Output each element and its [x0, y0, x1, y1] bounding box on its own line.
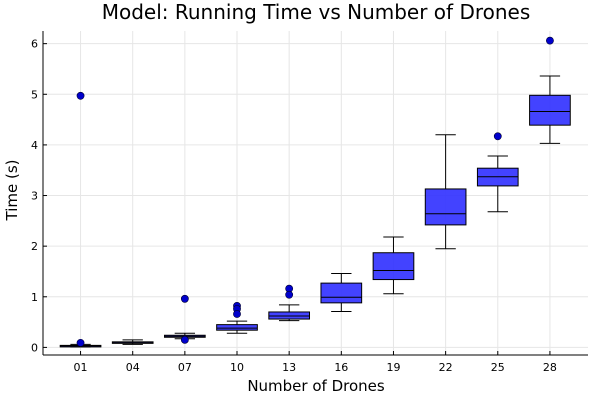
- outlier-point: [493, 132, 502, 141]
- chart-title: Model: Running Time vs Number of Drones: [102, 0, 531, 24]
- outlier-point: [180, 294, 189, 303]
- box-10: [216, 301, 258, 334]
- x-tick-label: 13: [282, 361, 296, 374]
- box-19: [372, 236, 415, 295]
- box-28: [529, 36, 571, 144]
- y-tick-label: 4: [31, 139, 38, 152]
- outlier-point: [76, 338, 85, 347]
- x-tick-label: 07: [178, 361, 192, 374]
- outlier-point: [76, 91, 85, 100]
- box-16: [320, 272, 363, 312]
- x-tick-label: 04: [126, 361, 140, 374]
- box-22: [424, 134, 467, 250]
- axes: [42, 31, 588, 356]
- box-body: [216, 324, 258, 331]
- x-axis-label: Number of Drones: [247, 377, 385, 395]
- box-body: [268, 311, 311, 320]
- outlier-point: [546, 36, 554, 45]
- y-tick-label: 6: [31, 38, 38, 51]
- y-tick-label: 5: [31, 88, 38, 101]
- x-tick-label: 28: [543, 361, 557, 374]
- y-axis-label: Time (s): [3, 160, 21, 222]
- box-13: [268, 284, 311, 322]
- box-04: [111, 339, 154, 345]
- y-tick-label: 2: [31, 240, 38, 253]
- x-tick-label: 01: [74, 361, 88, 374]
- x-tick-label: 10: [230, 361, 244, 374]
- outlier-point: [285, 290, 294, 299]
- box-01: [59, 91, 102, 348]
- y-tick-label: 1: [31, 291, 38, 304]
- grid: [43, 31, 588, 355]
- outlier-point: [233, 310, 241, 318]
- box-25: [476, 132, 519, 213]
- box-body: [529, 94, 571, 126]
- x-tick-label: 19: [386, 361, 400, 374]
- x-tick-label: 16: [334, 361, 348, 374]
- box-body: [372, 252, 415, 281]
- box-series: [59, 36, 571, 348]
- box-body: [424, 188, 467, 226]
- x-tick-label: 25: [491, 361, 505, 374]
- y-tick-label: 0: [31, 341, 38, 354]
- outlier-point: [180, 335, 189, 344]
- box-07: [164, 294, 206, 344]
- x-tick-label: 22: [439, 361, 453, 374]
- box-body: [320, 282, 363, 304]
- y-tick-label: 3: [31, 190, 38, 203]
